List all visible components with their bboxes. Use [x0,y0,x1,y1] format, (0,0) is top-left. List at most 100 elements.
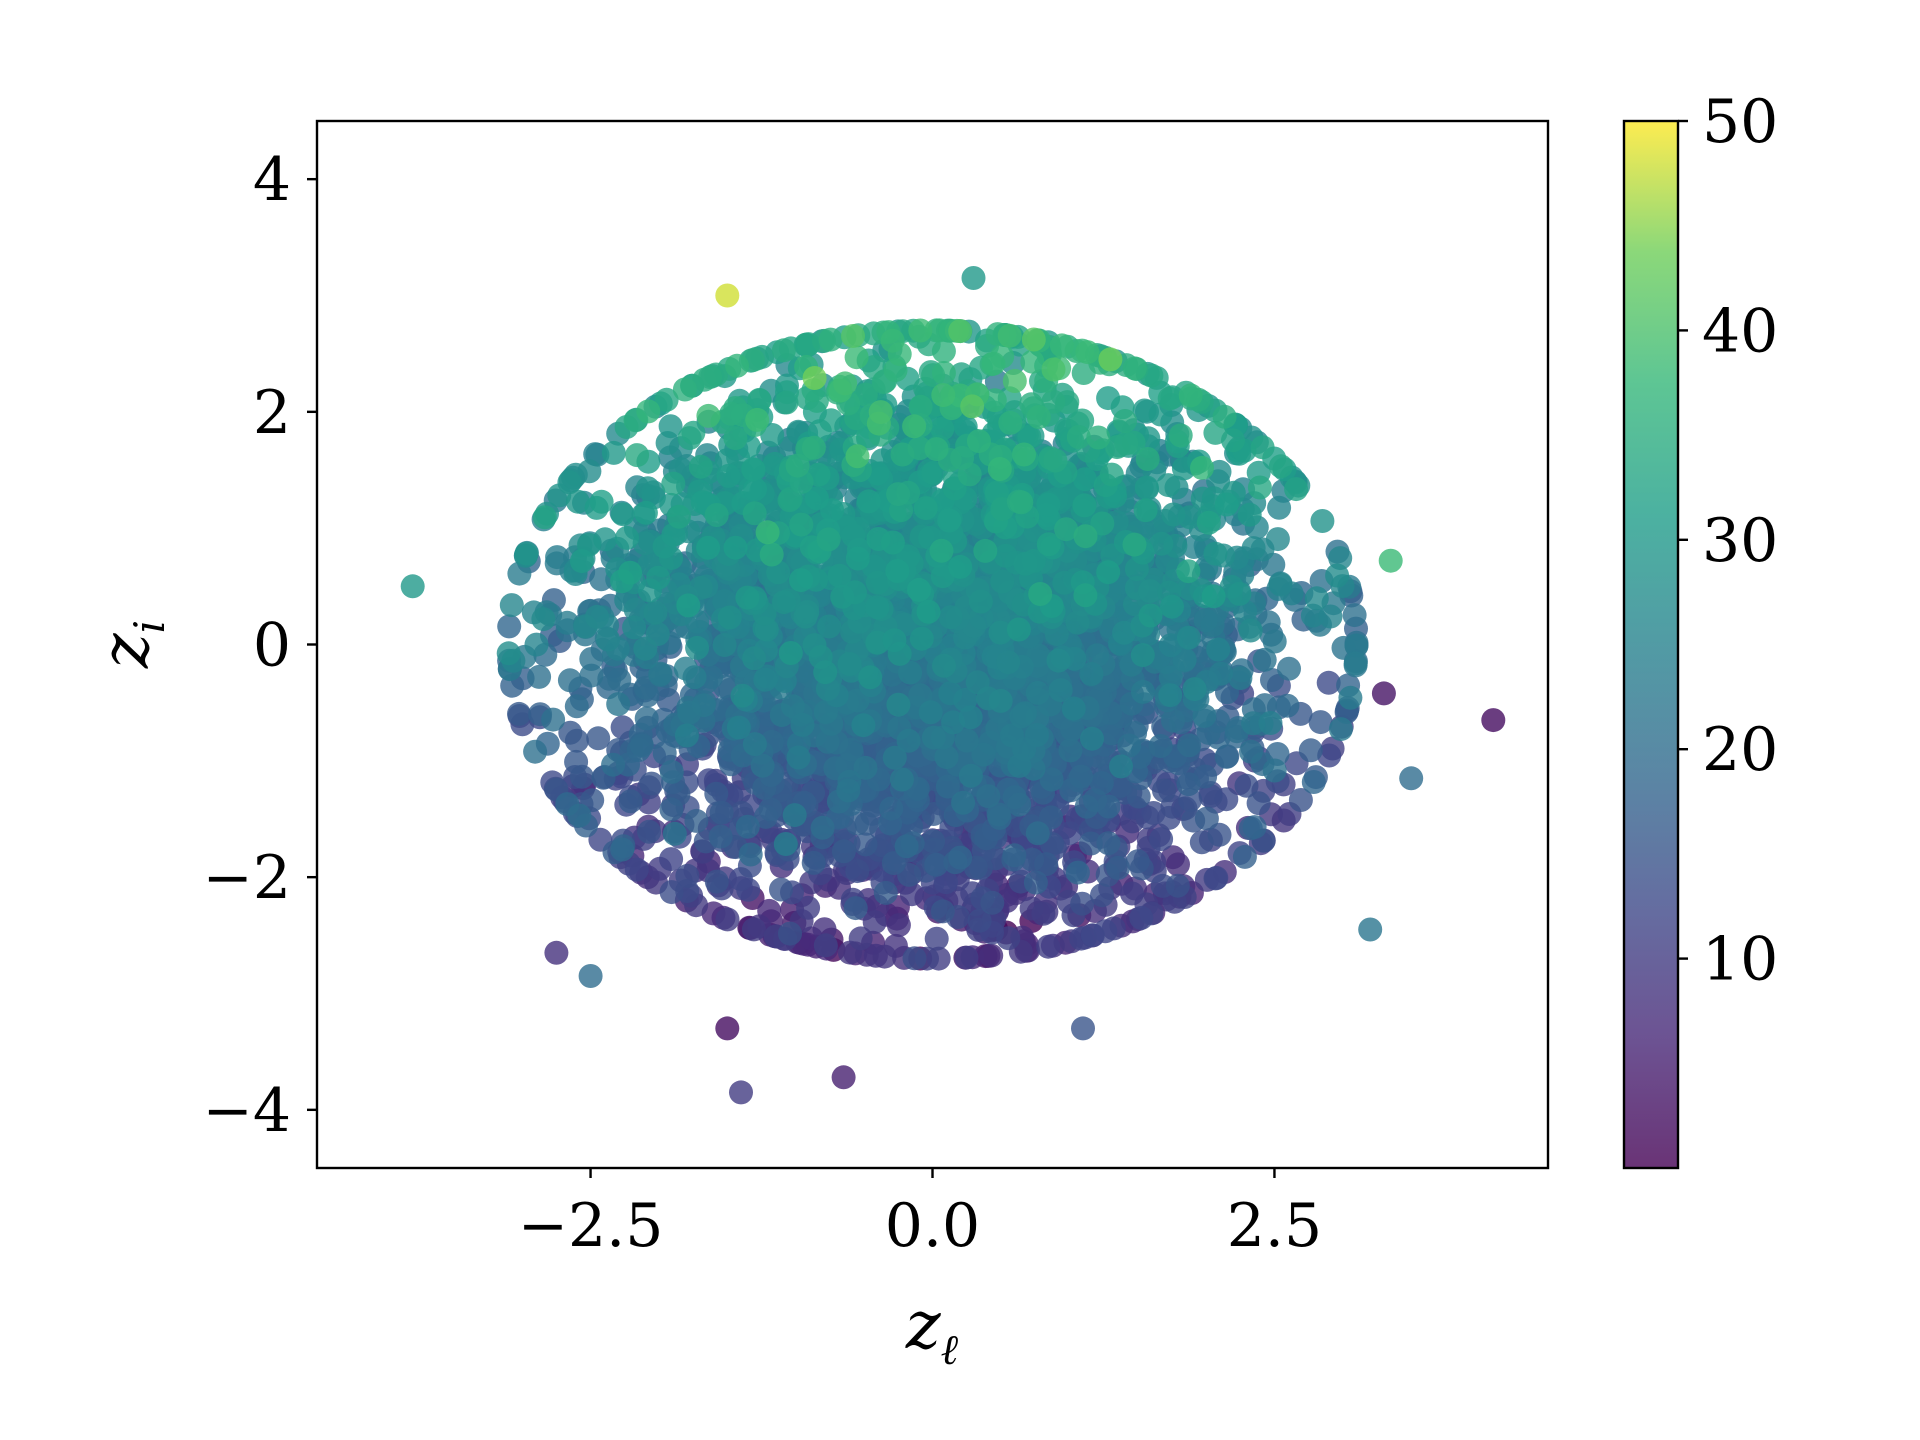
scatter-point [755,520,780,545]
scatter-point [1086,425,1111,450]
scatter-point [607,667,632,692]
scatter-point [1039,767,1064,792]
scatter-point [1133,498,1158,523]
scatter-point [676,593,701,618]
scatter-point [596,627,621,652]
scatter-point [1090,883,1114,908]
scatter-point [907,577,931,602]
scatter-point [1012,737,1037,762]
scatter-point [836,778,861,803]
scatter-point [909,626,934,651]
scatter-point [645,622,670,647]
scatter-point [719,401,744,426]
scatter-point [853,832,878,857]
scatter-point [523,739,548,764]
scatter-point [948,845,973,870]
scatter-point [1099,462,1124,487]
scatter-point [662,821,687,846]
scatter-point [634,706,659,731]
scatter-point [921,829,945,854]
scatter-point [938,605,963,630]
scatter-point [1206,637,1231,662]
scatter-point [527,664,552,689]
scatter-point [729,1080,753,1105]
scatter-point [531,607,556,632]
scatter-point [880,530,905,555]
scatter-point [924,926,949,951]
scatter-point [987,457,1012,481]
scatter-point [1214,492,1239,517]
scatter-point [564,749,589,774]
scatter-point [723,535,748,560]
scatter-point [1028,582,1053,606]
scatter-point [1073,524,1098,549]
scatter-point [684,808,709,833]
scatter-point [929,538,954,563]
scatter-point [958,705,983,730]
scatter-point [742,646,767,671]
scatter-point [1234,773,1259,798]
scatter-point [881,851,906,876]
scatter-point [579,663,604,688]
scatter-point [1126,784,1151,809]
scatter-point [1002,843,1027,868]
scatter-point [1165,873,1190,898]
scatter-point [1075,340,1100,365]
scatter-point [935,774,960,799]
scatter-point [682,665,707,690]
scatter-point [1039,805,1063,830]
scatter-point [831,1065,856,1090]
scatter-point [778,921,802,946]
scatter-point [819,408,844,433]
scatter-point [659,880,684,905]
scatter-point [753,667,778,692]
scatter-point [961,266,986,290]
scatter-point [1328,717,1353,742]
scatter-point [1325,563,1350,588]
scatter-point [773,832,798,856]
scatter-point [845,546,870,571]
scatter-point [786,745,811,770]
scatter-point [652,741,677,766]
scatter-point [685,635,710,660]
scatter-point [558,720,583,745]
scatter-point [880,328,905,353]
scatter-point [1201,584,1226,609]
scatter-point [801,850,826,875]
scatter-point [1317,743,1342,768]
scatter-point [633,500,658,525]
scatter-point [615,525,639,550]
scatter-point [1194,806,1219,831]
scatter-point [643,600,668,625]
scatter-point [1247,475,1272,500]
scatter-point [726,715,751,740]
scatter-point [1160,594,1184,619]
scatter-point [931,361,956,385]
scatter-point [1265,527,1290,552]
scatter-point [845,859,870,884]
scatter-point [758,797,783,822]
scatter-point [856,489,881,514]
scatter-point [524,632,549,657]
scatter-point [696,535,721,560]
scatter-point [1074,794,1099,819]
scatter-point [1070,891,1095,916]
scatter-point [1134,475,1159,500]
scatter-point [624,857,649,882]
scatter-point [400,574,425,599]
scatter-point [659,847,684,872]
scatter-point [951,790,976,815]
scatter-point [578,964,603,988]
scatter-point [986,802,1011,827]
scatter-point [924,437,949,462]
scatter-point [1114,431,1139,456]
scatter-point [514,541,539,566]
scatter-point [1250,435,1275,460]
scatter-point [606,692,631,717]
scatter-point [813,933,838,958]
scatter-point [1009,704,1034,729]
scatter-point [1130,643,1155,668]
scatter-point [544,940,569,965]
scatter-point [882,628,907,653]
scatter-point [785,453,810,478]
